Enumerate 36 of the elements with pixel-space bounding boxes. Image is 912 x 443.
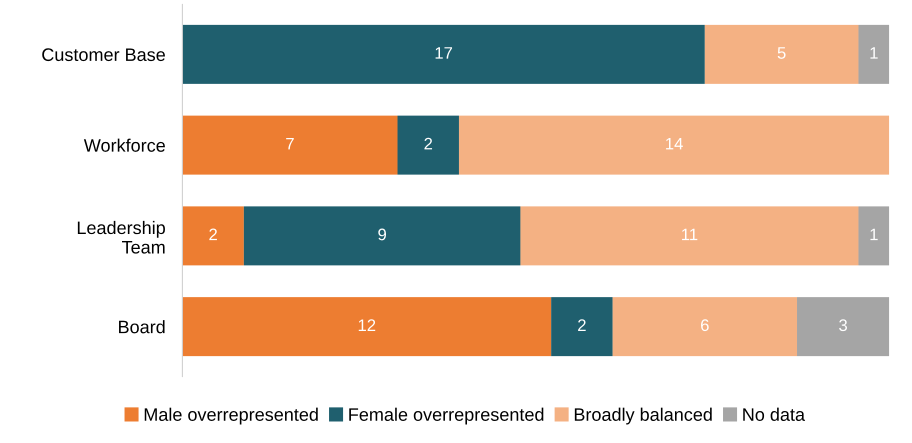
bar bbox=[244, 206, 520, 266]
data-label: 3 bbox=[839, 319, 848, 332]
bar bbox=[182, 116, 398, 175]
legend-label: Male overrepresented bbox=[144, 408, 318, 425]
legend-label: Female overrepresented bbox=[349, 408, 544, 425]
bar bbox=[520, 206, 858, 266]
data-label: 9 bbox=[378, 228, 386, 240]
legend-label: No data bbox=[743, 408, 806, 421]
bar bbox=[182, 206, 244, 266]
data-label: 11 bbox=[682, 228, 698, 240]
data-label: 12 bbox=[358, 319, 376, 331]
data-label: 5 bbox=[778, 47, 786, 59]
data-label: 2 bbox=[578, 319, 586, 331]
legend-label: Broadly balanced bbox=[574, 408, 712, 425]
data-label: 1 bbox=[870, 47, 878, 59]
data-label: 2 bbox=[424, 138, 432, 150]
y-tick-label: Workforce bbox=[84, 138, 165, 152]
bar bbox=[858, 24, 890, 84]
data-label: 14 bbox=[666, 138, 683, 150]
data-label: 7 bbox=[286, 138, 294, 150]
data-label: 2 bbox=[209, 228, 217, 240]
data-label: 6 bbox=[701, 319, 709, 332]
bar bbox=[182, 24, 705, 84]
bar bbox=[398, 116, 459, 175]
y-tick-label: Board bbox=[119, 320, 165, 334]
bar bbox=[182, 297, 552, 356]
bar bbox=[458, 116, 890, 175]
y-tick-label: Customer Base bbox=[42, 48, 165, 62]
bar bbox=[612, 297, 798, 356]
y-tick-label: Leadership Team bbox=[78, 220, 165, 254]
bar bbox=[858, 206, 890, 266]
data-label: 17 bbox=[436, 47, 452, 59]
bar bbox=[551, 297, 613, 356]
bar bbox=[797, 297, 890, 356]
data-label: 1 bbox=[870, 228, 878, 240]
bar bbox=[704, 24, 858, 84]
